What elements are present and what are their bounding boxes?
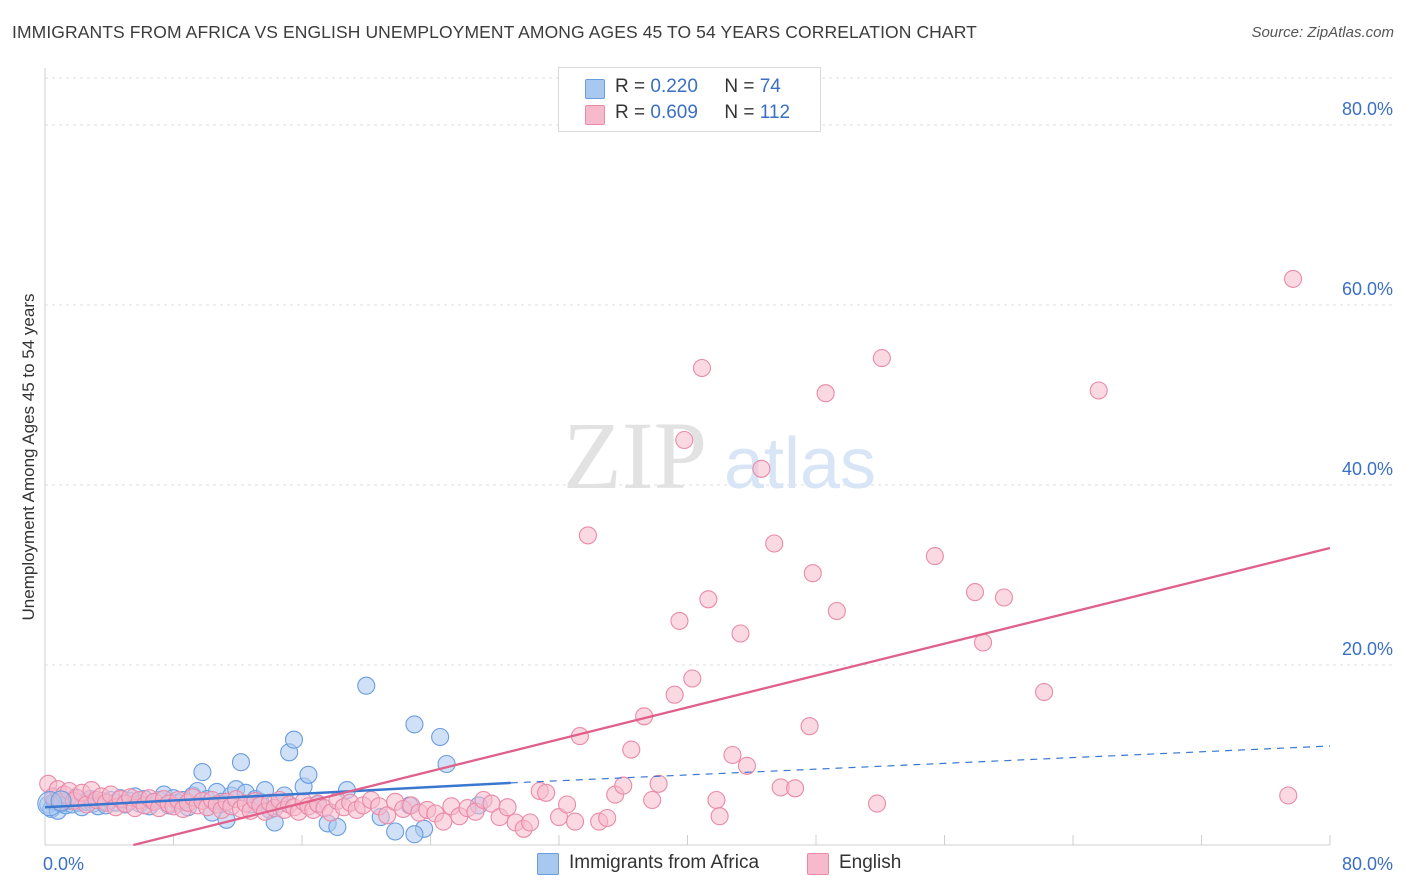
y-axis-label: Unemployment Among Ages 45 to 54 years — [19, 293, 38, 621]
watermark: ZIP atlas — [563, 402, 876, 509]
english-point — [566, 812, 585, 831]
english-point — [1284, 269, 1303, 288]
english-point — [737, 756, 756, 775]
english-point — [872, 349, 891, 368]
english-point — [675, 430, 694, 450]
watermark-zip: ZIP — [563, 402, 707, 509]
y-tick-label: 80.0% — [1342, 99, 1393, 119]
africa-point — [386, 822, 405, 841]
english-point — [723, 745, 742, 765]
english-point — [692, 358, 712, 378]
english-point — [521, 813, 540, 832]
english-point — [710, 807, 729, 826]
r-label: R = — [615, 102, 646, 123]
chart-title: IMMIGRANTS FROM AFRICA VS ENGLISH UNEMPL… — [12, 22, 977, 42]
english-point — [707, 790, 726, 810]
x-tick-label: 0.0% — [43, 854, 84, 874]
x-tick-label: 80.0% — [1342, 854, 1393, 874]
africa-trend-line — [44, 781, 511, 809]
source-credit: Source: ZipAtlas.com — [1251, 24, 1394, 41]
stats-swatch-africa — [585, 79, 605, 99]
gridlines — [45, 77, 1392, 666]
r-value-english: 0.609 — [650, 102, 698, 123]
r-label: R = — [615, 76, 646, 97]
english-point — [643, 790, 662, 810]
english-point — [965, 583, 985, 602]
english-point — [614, 776, 633, 795]
english-point — [752, 459, 771, 478]
trend-lines — [44, 546, 1331, 847]
english-point — [1279, 786, 1298, 805]
n-value-english: 112 — [759, 102, 791, 123]
africa-point — [405, 825, 424, 844]
africa-point — [231, 753, 251, 772]
legend-swatch-africa — [537, 853, 559, 875]
stats-box: R = 0.220 N = 74 R = 0.609 N = 112 — [558, 67, 821, 132]
africa-trend-extension — [510, 745, 1331, 784]
english-point — [557, 795, 577, 814]
english-point — [786, 779, 805, 798]
africa-point — [431, 727, 450, 747]
english-point — [765, 534, 784, 553]
english-point — [816, 384, 835, 403]
english-point — [803, 564, 822, 583]
english-point — [1089, 381, 1108, 400]
english-point — [827, 601, 846, 621]
africa-point — [437, 754, 456, 774]
english-point — [1035, 682, 1054, 702]
english-point — [800, 717, 819, 736]
english-point — [699, 590, 718, 609]
english-point — [994, 588, 1013, 607]
n-value-africa: 74 — [759, 76, 781, 97]
english-point — [665, 685, 684, 704]
r-value-africa: 0.220 — [650, 76, 698, 97]
legend-label-english: English — [839, 852, 902, 873]
english-point — [670, 611, 689, 630]
n-label: N = — [724, 102, 755, 123]
english-point — [537, 783, 556, 802]
english-point — [578, 526, 597, 545]
english-point — [434, 812, 453, 831]
africa-point — [405, 715, 424, 734]
english-point — [867, 794, 887, 813]
english-point — [731, 624, 750, 643]
english-point — [683, 669, 702, 688]
english-trend-line — [133, 546, 1331, 847]
watermark-atlas: atlas — [724, 424, 876, 504]
data-points — [37, 269, 1303, 844]
legend-swatch-english — [807, 853, 829, 875]
y-tick-label: 60.0% — [1342, 279, 1393, 299]
english-point — [649, 774, 668, 793]
legend-label-africa: Immigrants from Africa — [569, 852, 760, 873]
n-label: N = — [724, 76, 755, 97]
english-point — [925, 547, 944, 566]
stats-swatch-english — [585, 105, 605, 125]
y-tick-label: 40.0% — [1342, 459, 1393, 479]
english-point — [598, 808, 617, 828]
africa-point — [193, 763, 212, 782]
english-point — [378, 806, 397, 825]
africa-point — [299, 765, 318, 784]
tick-labels: 20.0% 40.0% 60.0% 80.0% 0.0% 80.0% — [43, 99, 1393, 874]
axes — [44, 68, 1331, 846]
english-point — [622, 740, 641, 759]
africa-point — [357, 676, 376, 695]
english-point — [498, 798, 517, 817]
y-tick-label: 20.0% — [1342, 639, 1393, 659]
africa-point — [284, 730, 304, 749]
